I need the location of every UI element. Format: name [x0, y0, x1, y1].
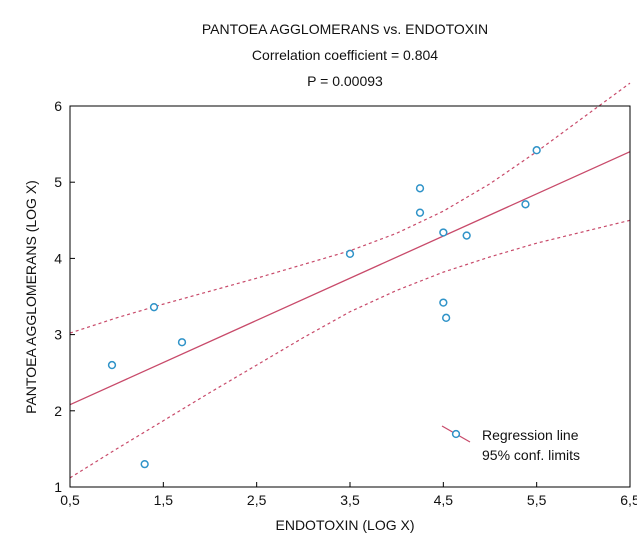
y-tick-label: 6	[54, 98, 62, 114]
x-tick-label: 0,5	[60, 492, 80, 508]
x-axis-label: ENDOTOXIN (LOG X)	[276, 517, 415, 533]
scatter-point	[439, 228, 448, 237]
scatter-point	[521, 200, 530, 209]
scatter-point	[415, 208, 425, 217]
x-tick-label: 3,5	[340, 492, 360, 508]
confidence-limits-layer	[69, 82, 631, 479]
scatter-point	[177, 338, 187, 347]
x-tick-label: 6,5	[620, 492, 637, 508]
legend-label-conf-limits: 95% conf. limits	[482, 447, 580, 463]
plot-frame	[69, 105, 631, 488]
y-tick-label: 2	[54, 403, 62, 419]
legend-label-regression: Regression line	[482, 427, 579, 443]
x-tick-label: 4,5	[434, 492, 454, 508]
upper-confidence-limit-line	[69, 82, 631, 334]
ticks-layer: 0,5 1,5 2,5 3,5 4,5 5,5 6,5 1 2 3 4 5 6	[54, 98, 637, 508]
scatter-point	[140, 459, 149, 469]
regression-line	[69, 151, 631, 406]
x-tick-label: 5,5	[527, 492, 547, 508]
legend: Regression line 95% conf. limits	[441, 425, 580, 463]
y-tick-label: 4	[54, 250, 62, 266]
chart-title: PANTOEA AGGLOMERANS vs. ENDOTOXIN	[202, 21, 488, 37]
x-tick-label: 1,5	[154, 492, 174, 508]
regression-layer	[69, 151, 631, 406]
legend-point-marker	[451, 429, 461, 439]
lower-confidence-limit-line	[69, 219, 631, 479]
scatter-point	[462, 231, 471, 240]
y-tick-label: 5	[54, 174, 62, 190]
y-tick-label: 3	[54, 327, 62, 343]
scatter-point	[415, 184, 425, 193]
y-tick-label: 1	[54, 479, 62, 495]
chart-subtitle-p-value: P = 0.00093	[307, 73, 383, 89]
scatter-point	[532, 146, 541, 155]
scatter-point	[345, 249, 355, 258]
scatter-point	[441, 313, 451, 322]
chart-subtitle-correlation: Correlation coefficient = 0.804	[252, 47, 438, 63]
points-layer	[107, 146, 541, 469]
x-tick-label: 2,5	[247, 492, 267, 508]
scatter-point	[439, 298, 448, 307]
y-axis-label: PANTOEA AGGLOMERANS (LOG X)	[23, 180, 39, 414]
scatter-point	[149, 303, 159, 312]
scatter-point	[107, 360, 117, 370]
